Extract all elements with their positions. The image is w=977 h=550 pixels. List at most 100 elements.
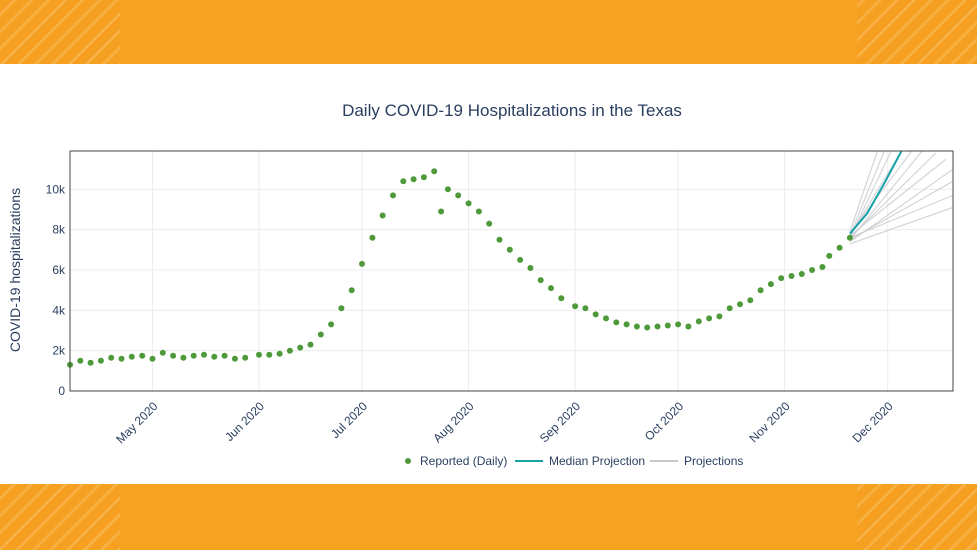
reported-point <box>633 323 640 330</box>
y-tick-label: 2k <box>52 344 66 358</box>
y-tick-label: 6k <box>52 263 66 277</box>
projection-line <box>849 151 878 232</box>
projection-line <box>849 194 953 239</box>
reported-point <box>149 355 156 362</box>
reported-point <box>420 174 427 181</box>
y-tick-label: 0 <box>58 384 65 398</box>
reported-point <box>475 208 482 215</box>
x-tick-label: May 2020 <box>113 399 160 446</box>
legend-label: Median Projection <box>549 454 645 468</box>
reported-point <box>338 305 345 312</box>
median-projection-layer <box>849 151 903 235</box>
reported-point <box>390 192 396 199</box>
reported-point <box>170 352 177 359</box>
reported-point <box>410 176 417 183</box>
reported-point <box>558 295 565 302</box>
reported-point <box>221 352 228 359</box>
chart-title: Daily COVID-19 Hospitalizations in the T… <box>342 101 682 120</box>
projection-line <box>849 151 923 241</box>
reported-point <box>506 246 513 253</box>
reported-point <box>108 354 115 361</box>
reported-point <box>527 265 534 271</box>
reported-point <box>582 305 589 312</box>
reported-point <box>159 349 166 356</box>
x-tick-label: Oct 2020 <box>642 399 687 444</box>
x-tick-labels: May 2020 Jun 2020 Jul 2020 Aug 2020 Sep 2020… <box>113 399 896 446</box>
reported-point <box>431 168 438 175</box>
reported-point <box>572 303 579 310</box>
reported-point <box>87 359 94 366</box>
reported-point <box>757 287 764 294</box>
reported-point <box>328 321 335 328</box>
x-tick-label: Jul 2020 <box>328 399 370 441</box>
reported-point <box>286 347 293 354</box>
reported-point <box>675 321 682 328</box>
legend: Reported (Daily) Median Projection Project… <box>405 454 743 468</box>
legend-label: Reported (Daily) <box>420 454 507 468</box>
projection-line <box>849 158 947 237</box>
reported-point <box>819 264 826 270</box>
reported-point <box>654 323 661 330</box>
reported-point <box>211 353 218 360</box>
hospitalizations-chart: Daily COVID-19 Hospitalizations in the T… <box>7 101 954 468</box>
reported-point <box>778 275 785 282</box>
projection-line <box>849 180 953 241</box>
reported-point <box>603 315 609 322</box>
reported-point <box>788 273 795 279</box>
reported-point <box>444 186 451 193</box>
reported-point <box>307 341 314 348</box>
x-tick-label: Dec 2020 <box>850 399 896 445</box>
bottom-decorative-band <box>0 484 977 550</box>
median-projection-line <box>849 151 903 235</box>
reported-point <box>438 208 445 215</box>
legend-label: Projections <box>684 454 743 468</box>
reported-point <box>455 192 462 199</box>
reported-point <box>379 212 386 219</box>
reported-point <box>548 285 554 292</box>
reported-point <box>348 287 355 294</box>
reported-point <box>716 313 723 320</box>
reported-point <box>276 350 283 357</box>
projections-layer <box>849 151 953 245</box>
reported-point <box>369 234 376 241</box>
y-tick-label: 8k <box>52 223 66 237</box>
reported-point <box>706 315 713 322</box>
reported-point <box>496 236 503 243</box>
reported-point <box>128 353 135 360</box>
x-tick-label: Sep 2020 <box>537 399 583 445</box>
reported-point <box>613 319 620 326</box>
projection-line <box>849 151 885 236</box>
x-tick-label: Aug 2020 <box>430 399 476 445</box>
reported-point <box>317 331 324 338</box>
top-decorative-band <box>0 0 977 64</box>
reported-point <box>256 351 262 358</box>
reported-point <box>747 297 754 304</box>
x-tick-label: Jun 2020 <box>222 399 267 444</box>
reported-point <box>266 351 273 358</box>
reported-point <box>97 357 104 364</box>
projection-line <box>849 151 913 235</box>
reported-point <box>798 271 805 277</box>
reported-point <box>846 234 853 241</box>
reported-point <box>685 323 692 330</box>
reported-point <box>231 355 238 362</box>
reported-point <box>726 305 733 312</box>
reported-point <box>201 351 207 358</box>
reported-point <box>139 352 146 359</box>
x-tick-label: Nov 2020 <box>746 399 792 445</box>
reported-point <box>767 281 774 288</box>
reported-point <box>486 220 493 227</box>
reported-points-layer <box>67 168 853 368</box>
reported-point <box>623 321 630 328</box>
reported-point <box>809 267 816 273</box>
plot-area-frame <box>69 150 954 392</box>
y-tick-label: 4k <box>52 303 66 317</box>
reported-point <box>537 277 544 284</box>
reported-point <box>836 244 843 251</box>
reported-point <box>359 260 365 267</box>
reported-point <box>644 324 651 331</box>
reported-point <box>118 355 125 362</box>
legend-marker <box>405 458 411 464</box>
y-axis-label: COVID-19 hospitalizations <box>7 188 23 352</box>
grid <box>70 151 953 391</box>
